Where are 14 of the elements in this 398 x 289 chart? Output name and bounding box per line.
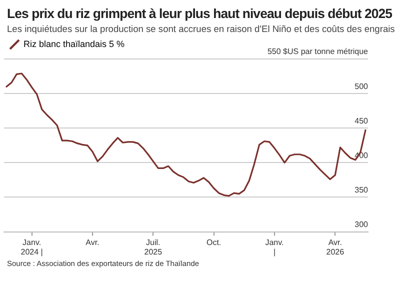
y-tick-label: 300 [354,220,369,230]
x-tick-label: Janv. 2024 | [20,238,43,256]
legend-label: Riz blanc thaïlandais 5 % [24,38,125,49]
x-tick-label: Janv. | [265,238,284,256]
y-tick-label: 450 [354,116,369,126]
chart-subtitle: Les inquiétudes sur la production se sont accrues en raison d'El Niño et des coûts des engrais [7,24,396,34]
y-tick-label: 500 [354,82,369,91]
x-tick-label: Juil. 2025 [144,238,163,256]
y-tick-label: 550 $US par tonne métrique [267,47,369,56]
x-tick-label: Avr. 2026 [326,238,345,256]
x-tick-label: Avr. [86,238,100,247]
chart-title: Les prix du riz grimpent à leur plus haut niveau depuis début 2025 [7,6,394,21]
x-tick-label: Oct. [206,238,222,247]
y-tick-label: 350 [354,185,369,194]
